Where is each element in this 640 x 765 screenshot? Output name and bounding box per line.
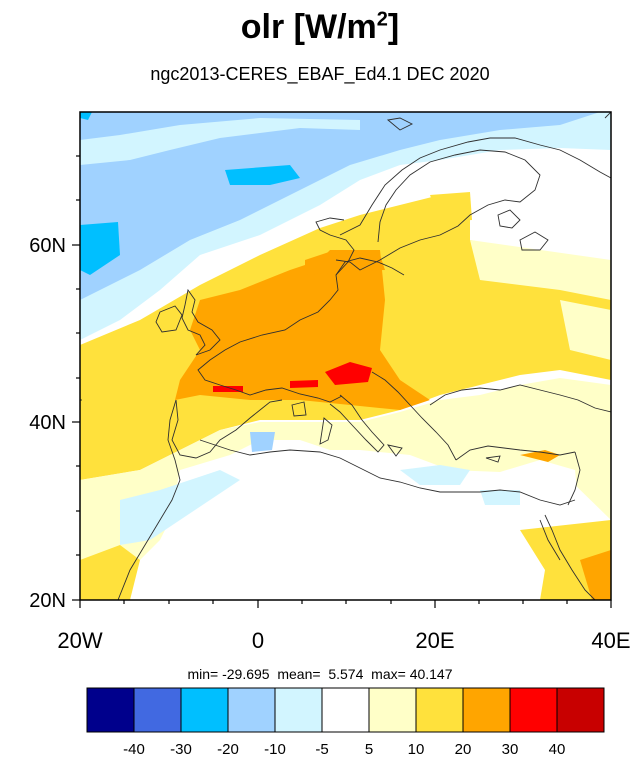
colorbar-label: 5 xyxy=(365,741,373,758)
colorbar-box xyxy=(556,687,605,733)
lon-tick-label: 20W xyxy=(57,628,102,653)
lat-tick-label: 40N xyxy=(29,412,66,434)
axis-ticks xyxy=(72,155,612,608)
colorbar-box xyxy=(321,687,370,733)
colorbar-box xyxy=(180,687,229,733)
colorbar-label: 40 xyxy=(549,741,566,758)
statistics-line: min= -29.695 mean= 5.574 max= 40.147 xyxy=(0,666,640,682)
lon-tick-label: 40E xyxy=(591,628,630,653)
olr-field xyxy=(80,112,611,600)
colorbar-label: -10 xyxy=(264,741,286,758)
lon-tick-label: 20E xyxy=(415,628,454,653)
colorbar-boxes xyxy=(86,687,605,733)
colorbar-box xyxy=(86,687,135,733)
mean-value: 5.574 xyxy=(328,666,364,682)
lon-tick-label: 0 xyxy=(252,628,264,653)
max-value: 40.147 xyxy=(409,666,453,682)
lat-tick-label: 20N xyxy=(29,590,66,612)
colorbar-label: 30 xyxy=(502,741,519,758)
coastlines xyxy=(80,112,611,600)
colorbar-box xyxy=(462,687,511,733)
plot-title: olr [W/m2] xyxy=(240,8,400,46)
max-label: max= xyxy=(371,666,406,682)
colorbar-box xyxy=(133,687,182,733)
colorbar-label: 20 xyxy=(455,741,472,758)
colorbar-label: -20 xyxy=(217,741,239,758)
colorbar-label: -40 xyxy=(123,741,145,758)
colorbar-box xyxy=(274,687,323,733)
colorbar-label: -30 xyxy=(170,741,192,758)
mean-label: mean= xyxy=(277,666,321,682)
colorbar-box xyxy=(509,687,558,733)
min-label: min= xyxy=(187,666,219,682)
colorbar-box xyxy=(415,687,464,733)
colorbar-label: -5 xyxy=(315,741,328,758)
map-figure: 60N 40N 20N 20W 0 20E 40E xyxy=(29,111,631,653)
colorbar-label: 10 xyxy=(408,741,425,758)
plot-subtitle: ngc2013-CERES_EBAF_Ed4.1 DEC 2020 xyxy=(150,64,490,84)
colorbar-box xyxy=(227,687,276,733)
lat-tick-label: 60N xyxy=(29,235,66,257)
colorbar: -40 -30 -20 -10 -5 5 10 20 30 40 xyxy=(86,687,605,758)
colorbar-box xyxy=(368,687,417,733)
colorbar-labels: -40 -30 -20 -10 -5 5 10 20 30 40 xyxy=(123,741,565,758)
min-value: -29.695 xyxy=(222,666,270,682)
